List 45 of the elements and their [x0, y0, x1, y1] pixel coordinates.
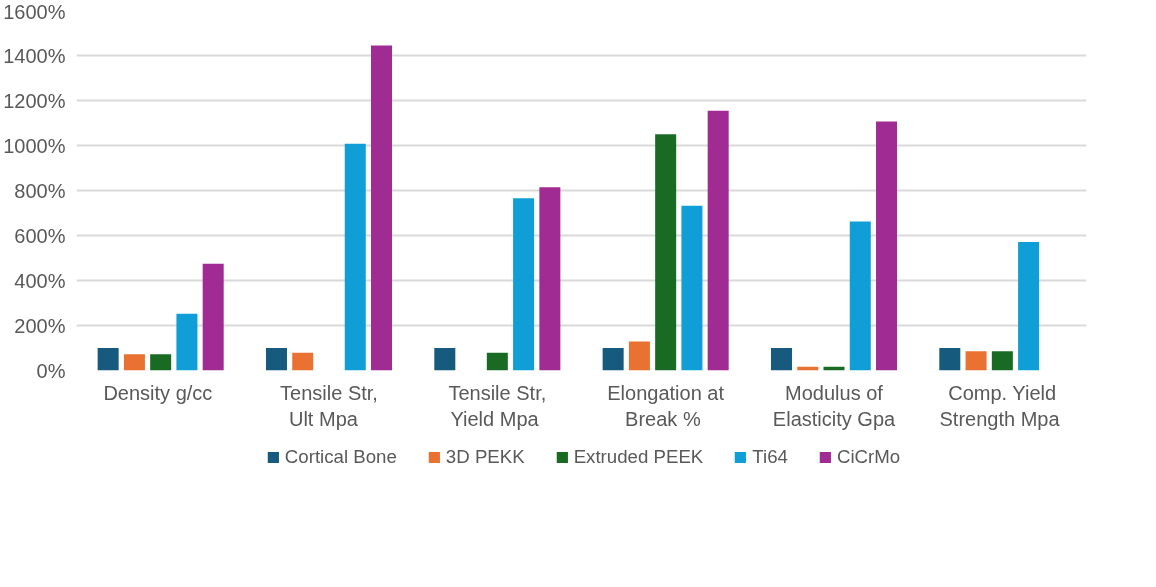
bar — [97, 348, 119, 371]
x-tick-label: Elongation at Break % — [607, 381, 725, 430]
y-tick-label: 1400% — [3, 44, 66, 67]
bar — [176, 313, 198, 371]
y-tick-label: 0% — [36, 359, 66, 382]
x-tick-label: Comp. Yield Strength Mpa — [939, 381, 1061, 430]
y-tick-label: 400% — [14, 269, 66, 292]
legend-label: Ti64 — [752, 446, 788, 468]
y-tick-label: 800% — [14, 179, 66, 202]
y-tick-label: 1200% — [3, 89, 66, 112]
bar — [486, 352, 508, 371]
x-tick-label: Tensile Str, Yield Mpa — [448, 381, 547, 430]
bar — [202, 263, 224, 371]
x-tick-label: Modulus of Elasticity Gpa — [772, 381, 897, 430]
bar — [371, 45, 393, 371]
bar — [344, 143, 366, 371]
bar — [939, 348, 961, 371]
bar — [655, 134, 677, 371]
bar — [150, 354, 172, 371]
bar — [965, 351, 987, 371]
legend-label: CiCrMo — [836, 446, 901, 468]
bar — [681, 205, 703, 371]
bar — [513, 198, 535, 371]
y-tick-label: 1000% — [3, 134, 66, 157]
bar — [434, 348, 456, 371]
legend-label: Extruded PEEK — [573, 446, 704, 468]
bar — [849, 221, 871, 371]
bar — [123, 354, 145, 371]
y-tick-label: 600% — [14, 224, 66, 247]
bar — [292, 352, 314, 371]
bar — [602, 348, 624, 371]
bar — [991, 351, 1013, 371]
legend-label: Cortical Bone — [284, 446, 397, 468]
bar — [707, 110, 729, 371]
y-tick-label: 200% — [14, 314, 66, 337]
bar — [628, 341, 650, 371]
bar — [539, 187, 561, 371]
bar — [770, 348, 792, 371]
bar — [876, 121, 898, 371]
legend-label: 3D PEKK — [445, 446, 525, 468]
x-tick-label: Density g/cc — [103, 381, 213, 404]
y-tick-label: 1600% — [3, 0, 66, 23]
bar — [1018, 242, 1040, 371]
bar — [265, 348, 287, 371]
x-tick-label: Tensile Str, Ult Mpa — [280, 381, 378, 430]
